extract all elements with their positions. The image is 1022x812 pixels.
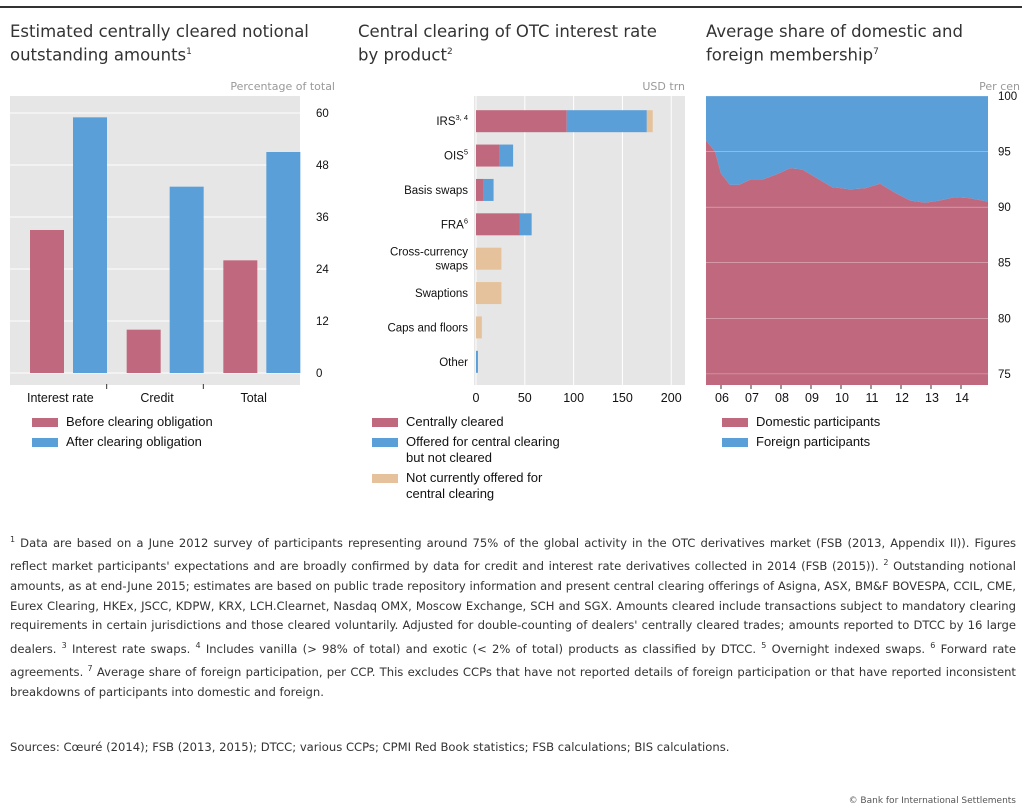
y-tick-label: 90 xyxy=(998,202,1011,214)
x-tick-label: Interest rate xyxy=(27,391,94,405)
legend-swatch xyxy=(32,418,58,427)
panel3-title: Average share of domestic and foreign me… xyxy=(706,22,963,65)
x-tick-label: 10 xyxy=(835,391,849,405)
x-tick-label: 06 xyxy=(715,391,729,405)
legend-swatch xyxy=(722,438,748,447)
y-tick-label: 12 xyxy=(316,316,329,328)
bar-segment xyxy=(476,213,520,236)
plot-area xyxy=(474,96,685,385)
bar-segment xyxy=(476,144,500,167)
legend-item: After clearing obligation xyxy=(32,434,213,450)
legend-item: Centrally cleared xyxy=(372,414,560,430)
legend-label: Domestic participants xyxy=(756,414,881,429)
x-tick-label: 0 xyxy=(473,391,480,405)
y-tick-label: Caps and floors xyxy=(387,322,468,334)
x-tick-label: 100 xyxy=(563,391,584,405)
legend-label: Not currently offered for central cleari… xyxy=(406,470,543,501)
y-tick-label: 80 xyxy=(998,313,1011,325)
legend-swatch xyxy=(722,418,748,427)
bar-segment xyxy=(566,110,647,133)
y-tick-label: Cross-currency swaps xyxy=(390,247,468,273)
legend-item: Foreign participants xyxy=(722,434,880,450)
x-tick-label: 12 xyxy=(895,391,909,405)
x-tick-label: 150 xyxy=(612,391,633,405)
top-rule xyxy=(0,6,1022,8)
bar xyxy=(30,230,64,373)
y-tick-label: Swaptions xyxy=(415,288,468,300)
y-tick-label: Basis swaps xyxy=(404,185,468,197)
bar-segment xyxy=(476,282,502,305)
legend-swatch xyxy=(32,438,58,447)
copyright: © Bank for International Settlements xyxy=(848,796,1016,806)
panel3-legend: Domestic participants Foreign participan… xyxy=(722,414,880,454)
bar-segment xyxy=(519,213,532,236)
y-tick-label: 0 xyxy=(316,368,322,380)
x-tick-label: 13 xyxy=(925,391,939,405)
bar-segment xyxy=(476,350,478,373)
legend-item: Offered for central clearing but not cle… xyxy=(372,434,560,466)
panel2-unit: USD trn xyxy=(642,80,685,93)
bar-segment xyxy=(476,178,484,201)
legend-item: Domestic participants xyxy=(722,414,880,430)
y-tick-label: 100 xyxy=(998,91,1017,103)
footnotes: 1 Data are based on a June 2012 survey o… xyxy=(10,535,1016,699)
panel1-title: Estimated centrally cleared notional out… xyxy=(10,22,309,65)
legend-item: Before clearing obligation xyxy=(32,414,213,430)
x-tick-label: Total xyxy=(240,391,266,405)
panel1-unit: Percentage of total xyxy=(230,80,335,93)
bar xyxy=(169,186,204,373)
bar-segment xyxy=(646,110,653,133)
legend-swatch xyxy=(372,418,398,427)
panel1-legend: Before clearing obligation After clearin… xyxy=(32,414,213,454)
legend-label: Offered for central clearing but not cle… xyxy=(406,434,560,465)
charts-canvas: 0 12 24 36 48 60 Interest rate Credit Total 0 50 10… xyxy=(10,91,1017,405)
legend-label: Foreign participants xyxy=(756,434,871,449)
x-tick-label: 08 xyxy=(775,391,789,405)
legend-swatch xyxy=(372,474,398,483)
sources-line: Sources: Cœuré (2014); FSB (2013, 2015);… xyxy=(10,740,730,754)
bar xyxy=(266,152,301,373)
legend-label: Centrally cleared xyxy=(406,414,504,429)
y-tick-label: FRA6 xyxy=(441,216,468,231)
bar xyxy=(126,329,161,373)
x-tick-label: 09 xyxy=(805,391,819,405)
legend-label: After clearing obligation xyxy=(66,434,202,449)
legend-swatch xyxy=(372,438,398,447)
y-tick-label: 75 xyxy=(998,369,1011,381)
legend-label: Before clearing obligation xyxy=(66,414,213,429)
y-tick-label: OIS5 xyxy=(444,148,468,163)
x-tick-label: Credit xyxy=(140,391,174,405)
bar-segment xyxy=(483,178,494,201)
y-tick-label: 85 xyxy=(998,258,1011,270)
bar-segment xyxy=(499,144,514,167)
bar xyxy=(73,117,107,373)
x-tick-label: 200 xyxy=(661,391,682,405)
y-tick-label: Other xyxy=(439,357,468,369)
panel2-title: Central clearing of OTC interest rate by… xyxy=(358,22,657,65)
area-foreign xyxy=(706,96,988,203)
y-tick-label: IRS3, 4 xyxy=(436,113,468,128)
y-tick-label: 95 xyxy=(998,147,1011,159)
y-tick-label: 36 xyxy=(316,212,329,224)
x-tick-label: 50 xyxy=(518,391,532,405)
x-tick-label: 11 xyxy=(866,391,879,405)
legend-item: Not currently offered for central cleari… xyxy=(372,470,560,502)
panel3-unit: Per cen xyxy=(979,80,1020,93)
y-tick-label: 60 xyxy=(316,108,329,120)
bar xyxy=(223,260,258,373)
x-tick-label: 14 xyxy=(955,391,969,405)
x-tick-label: 07 xyxy=(745,391,759,405)
bar-segment xyxy=(476,316,482,339)
y-tick-label: 48 xyxy=(316,160,329,172)
bar-segment xyxy=(476,110,567,133)
bar-segment xyxy=(476,247,502,270)
panel2-legend: Centrally cleared Offered for central cl… xyxy=(372,414,560,506)
y-tick-label: 24 xyxy=(316,264,329,276)
